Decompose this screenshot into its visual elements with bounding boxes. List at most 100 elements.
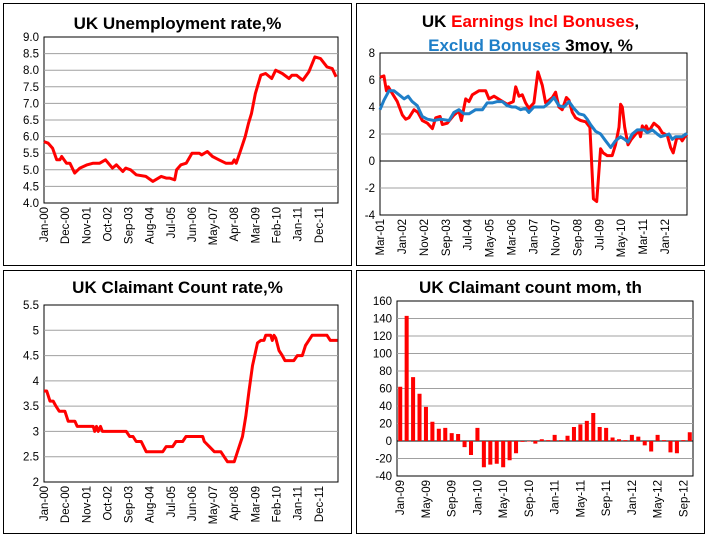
y-tick-label: -2 [365,183,375,195]
y-tick-label: 5.5 [23,300,39,312]
chart-title: UK Claimant count mom, th [419,278,642,297]
x-tick-label: Nov-02 [419,219,431,256]
bar [501,441,506,468]
bar [481,441,486,468]
x-tick-label: Mar-09 [250,207,262,243]
bar [578,424,583,441]
series-line-0 [379,70,689,203]
y-tick-label: 9.0 [23,32,39,44]
x-tick-label: Sep-03 [441,219,453,256]
x-tick-label: Jul-05 [166,486,178,517]
x-tick-label: Nov-07 [550,219,562,256]
bar [559,440,564,441]
y-tick-label: 8.0 [23,65,39,77]
x-tick-label: Jan-07 [529,219,541,254]
bar [514,441,519,454]
x-tick-label: Sep-03 [124,486,136,523]
bar [687,432,692,441]
x-tick-label: Dec-11 [314,486,326,522]
y-tick-label: 0 [386,436,392,448]
x-tick-label: Jun-06 [187,486,199,521]
title-part: , [634,12,640,31]
y-tick-label: 160 [373,296,392,308]
x-tick-label: Nov-01 [81,207,93,244]
y-tick-label: 120 [373,331,392,343]
y-tick-label: 2 [33,477,39,489]
series-line-1 [378,89,689,149]
x-tick-label: May-10 [498,480,510,518]
x-tick-label: Mar-09 [250,486,262,522]
x-tick-label: Sep-11 [601,480,613,516]
bar [456,434,461,441]
y-tick-label: 20 [379,419,392,431]
y-tick-label: -40 [375,471,392,483]
y-tick-label: 4 [369,102,376,114]
x-tick-label: May-11 [575,480,587,518]
y-tick-label: 4.5 [23,351,39,363]
x-tick-label: Jan-09 [395,480,407,515]
bar [462,441,467,448]
y-tick-label: 140 [373,314,392,326]
bar [436,428,441,441]
bar [488,441,493,465]
x-tick-label: Apr-08 [229,207,241,242]
x-tick-label: Jan-02 [397,219,409,254]
x-tick-label: Apr-08 [229,486,241,521]
y-tick-label: 5.0 [23,165,39,177]
x-tick-label: Jan-00 [39,207,51,242]
y-tick-label: 4 [33,376,40,388]
bar [591,413,596,441]
x-tick-label: Sep-10 [524,480,536,517]
x-tick-label: Jul-04 [463,218,475,250]
x-tick-label: Jan-11 [293,486,305,520]
y-tick-label: 3 [33,426,39,438]
y-tick-label: 6 [369,75,375,87]
chart-0: 4.0 4.5 5.0 5.5 6.0 6.5 7.0 7.5 8.0 8.5 9.0 Jan-00 D… [23,32,339,245]
x-tick-label: May-07 [208,486,220,524]
y-tick-label: 2 [369,129,375,141]
x-tick-label: Jan-11 [550,480,562,514]
x-tick-label: Mar-01 [375,219,387,255]
bar [649,441,654,452]
y-tick-label: 5 [33,325,39,337]
plot-area [43,304,339,483]
title-part: UK [421,12,452,31]
bar [520,441,525,442]
x-tick-label: May-09 [421,480,433,518]
y-tick-label: 5.5 [23,148,39,160]
chart-title-line2: Exclud Bonuses 3moy, % [357,36,704,56]
title-series-excl: Exclud Bonuses [428,36,561,55]
x-tick-label: May-10 [616,219,628,257]
bar [662,440,667,441]
bar [404,315,409,441]
y-tick-label: 7.5 [23,82,39,94]
bar [468,441,474,455]
y-tick-label: 60 [379,384,392,396]
y-tick-label: 7.0 [23,98,39,110]
bar [507,441,512,461]
y-tick-label: 8 [369,48,375,60]
y-tick-label: 4.5 [23,181,39,193]
y-tick-label: 0 [369,156,375,168]
bar [629,434,634,441]
bar [398,386,403,441]
x-tick-label: Aug-04 [145,485,157,523]
bar [565,435,570,441]
y-tick-label: 2.5 [23,452,39,464]
x-tick-label: Jul-09 [594,219,606,250]
bar [552,434,557,441]
bar [584,420,589,441]
bar [539,439,544,441]
bar [411,377,416,441]
title-part: 3moy, % [560,36,633,55]
x-tick-label: Jan-11 [293,207,305,241]
bar [610,437,615,441]
y-tick-label: 8.5 [23,49,39,61]
x-tick-label: Feb-10 [272,486,284,522]
title-series-incl: Earnings Incl Bonuses [451,12,635,31]
y-tick-label: 6.0 [23,132,39,144]
chart-title: UK Earnings Incl Bonuses, [357,12,704,32]
bar [668,441,673,453]
x-tick-label: Jun-06 [187,207,199,242]
chart-title: UK Unemployment rate,% [73,14,282,33]
